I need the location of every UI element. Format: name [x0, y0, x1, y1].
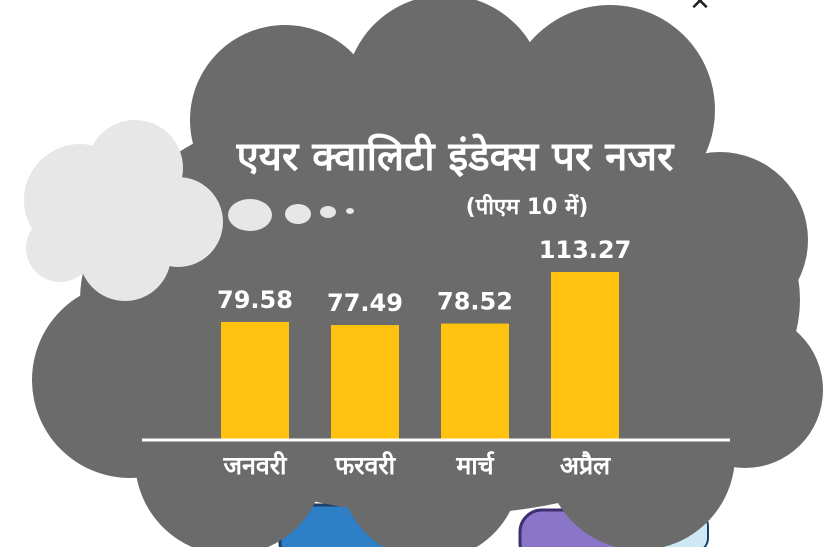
- category-label: फरवरी: [334, 451, 397, 480]
- light-cloud: [24, 120, 223, 301]
- category-label: अप्रैल: [560, 451, 611, 480]
- bar-value-label: 78.52: [437, 288, 513, 316]
- bar-value-label: 113.27: [539, 236, 632, 264]
- smoke-puffs: [228, 199, 354, 231]
- bar-value-label: 79.58: [217, 286, 293, 314]
- bar-1: [221, 321, 289, 440]
- category-label: जनवरी: [222, 451, 288, 480]
- bar-4: [551, 272, 619, 440]
- bars-group: 79.58 जनवरी 77.49 फरवरी 78.52 मार्च 113.27 अप्र…: [217, 236, 631, 480]
- bar-value-label: 77.49: [327, 289, 403, 317]
- category-label: मार्च: [455, 451, 494, 480]
- bar-3: [441, 323, 509, 440]
- chart-subtitle: (पीएम 10 में): [466, 193, 589, 220]
- chart-title: एयर क्वालिटी इंडेक्स पर नजर: [236, 133, 675, 180]
- bar-2: [331, 325, 399, 440]
- close-icon[interactable]: ✕: [689, 0, 711, 17]
